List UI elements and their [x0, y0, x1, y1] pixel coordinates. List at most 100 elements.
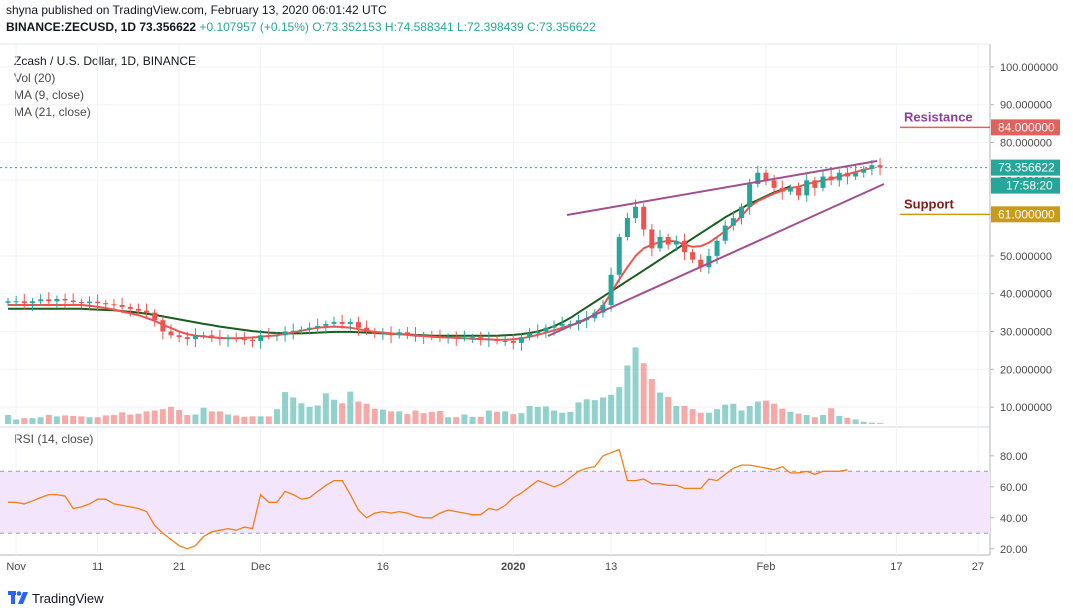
volume-bar — [298, 403, 305, 424]
tradingview-brand[interactable]: TradingView — [32, 591, 104, 606]
volume-bar — [803, 415, 810, 424]
price-tick-label: 20.000000 — [1000, 364, 1052, 376]
time-tick-label: 17 — [890, 561, 902, 573]
last-price: 73.356622 — [139, 20, 197, 34]
volume-bar — [347, 391, 354, 424]
legend-vol[interactable]: Vol (20) — [14, 71, 56, 85]
volume-bar — [494, 411, 500, 424]
candle-body — [739, 206, 744, 219]
volume-bar — [388, 411, 395, 424]
volume-bar — [877, 423, 884, 424]
rsi-tick-label: 20.00 — [1000, 544, 1028, 556]
countdown-tag: 17:58:20 — [1006, 179, 1053, 193]
volume-bar — [94, 417, 101, 424]
candle-body — [527, 333, 533, 338]
candle-body — [714, 240, 720, 256]
symbol: BINANCE:ZECUSD, 1D — [6, 20, 137, 34]
candle-body — [323, 323, 329, 326]
candle-body — [225, 337, 231, 340]
volume-bar — [559, 412, 566, 424]
volume-bar — [738, 410, 745, 424]
legend-ma21[interactable]: MA (21, close) — [14, 105, 91, 119]
volume-bar — [836, 415, 843, 424]
rsi-tick-label: 60.00 — [1000, 482, 1028, 494]
candle-body — [657, 237, 663, 249]
candle-body — [355, 322, 361, 328]
volume-bar — [469, 416, 476, 424]
candle-body — [470, 337, 476, 339]
candle-body — [551, 325, 557, 328]
legend-ma9[interactable]: MA (9, close) — [14, 88, 85, 102]
candle-body — [804, 180, 810, 196]
candle-body — [364, 327, 370, 332]
volume-bar — [355, 401, 362, 424]
volume-bar — [110, 415, 117, 424]
candle-body — [111, 304, 117, 306]
volume-bar — [828, 408, 835, 424]
candle-body — [567, 323, 573, 325]
candle-body — [559, 323, 565, 326]
volume-bar — [477, 416, 484, 424]
volume-bar — [428, 411, 435, 424]
volume-bar — [697, 412, 704, 424]
candle-body — [144, 310, 150, 313]
candle-body — [649, 229, 655, 249]
publisher-line: shyna published on TradingView.com, Febr… — [6, 3, 387, 17]
candle-body — [747, 184, 753, 207]
volume-bar — [273, 409, 280, 424]
candle-body — [290, 330, 296, 332]
price-tick-label: 80.000000 — [1000, 138, 1052, 150]
candle-body — [812, 180, 818, 188]
candle-body — [29, 301, 35, 304]
resistance-label: Resistance — [904, 109, 973, 124]
volume-bar — [436, 410, 443, 424]
candle-body — [453, 336, 459, 338]
candle-body — [5, 301, 11, 303]
resistance-tag-bg — [991, 119, 1060, 136]
volume-bar — [591, 400, 598, 424]
candle-body — [461, 337, 467, 339]
candle-body — [429, 336, 435, 338]
candle-body — [298, 329, 304, 331]
time-tick-label: 27 — [972, 561, 984, 573]
legend-rsi[interactable]: RSI (14, close) — [14, 432, 94, 446]
volume-bar — [208, 411, 215, 424]
ma9-line — [8, 167, 873, 341]
candle-body — [160, 320, 166, 332]
candle-body — [681, 240, 687, 253]
volume-bar — [151, 410, 158, 424]
volume-bar — [852, 419, 859, 424]
volume-bar — [127, 414, 134, 424]
candle-body — [535, 331, 541, 334]
candle-body — [869, 165, 875, 169]
candle-body — [13, 301, 19, 303]
candle-body — [706, 255, 712, 268]
candle-body — [502, 340, 508, 342]
candle-body — [796, 187, 802, 196]
candle-body — [763, 172, 769, 181]
candle-body — [46, 299, 52, 302]
volume-bar — [379, 409, 386, 424]
candle-body — [608, 274, 614, 306]
volume-bar — [860, 421, 867, 424]
support-label: Support — [904, 196, 954, 211]
volume-bar — [21, 418, 28, 424]
volume-bar — [811, 417, 818, 424]
rsi-line — [8, 448, 848, 550]
volume-bar — [461, 414, 468, 424]
candle-body — [339, 322, 345, 324]
volume-bar — [249, 416, 256, 424]
volume-bar — [176, 410, 183, 424]
volume-bar — [526, 406, 533, 424]
candle-body — [347, 322, 353, 324]
volume-bar — [820, 415, 826, 424]
volume-bar — [518, 413, 525, 424]
ma21-line — [8, 185, 791, 337]
candle-body — [54, 298, 60, 302]
volume-bar — [567, 411, 574, 424]
candle-body — [820, 176, 826, 188]
rsi-tick-label: 80.00 — [1000, 451, 1028, 463]
price-tick-label: 30.000000 — [1000, 327, 1052, 339]
legend-title[interactable]: Zcash / U.S. Dollar, 1D, BINANCE — [14, 54, 197, 68]
